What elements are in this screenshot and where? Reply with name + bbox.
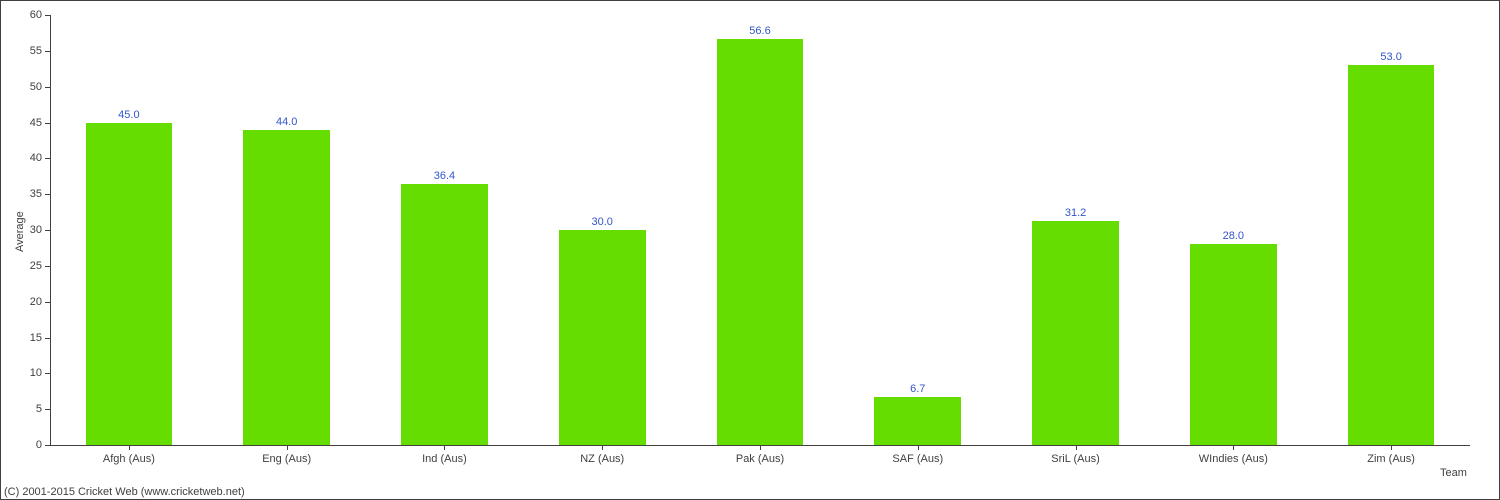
y-tick-label: 20	[22, 296, 42, 308]
y-tick-label: 15	[22, 332, 42, 344]
bar-value-label: 56.6	[749, 25, 770, 37]
bar	[401, 184, 488, 445]
bar-value-label: 45.0	[118, 109, 139, 121]
y-tick	[45, 266, 50, 267]
x-tick	[602, 445, 603, 450]
x-tick-label: Ind (Aus)	[422, 453, 467, 465]
y-tick	[45, 123, 50, 124]
x-tick	[760, 445, 761, 450]
y-tick	[45, 230, 50, 231]
x-tick	[1076, 445, 1077, 450]
y-tick	[45, 194, 50, 195]
chart-container: Average Team (C) 2001-2015 Cricket Web (…	[0, 0, 1500, 500]
x-tick	[129, 445, 130, 450]
copyright-text: (C) 2001-2015 Cricket Web (www.cricketwe…	[4, 486, 245, 498]
y-tick-label: 50	[22, 81, 42, 93]
x-tick	[444, 445, 445, 450]
bar-value-label: 36.4	[434, 170, 455, 182]
y-tick-label: 10	[22, 367, 42, 379]
y-tick-label: 25	[22, 260, 42, 272]
y-tick	[45, 87, 50, 88]
x-tick-label: SriL (Aus)	[1051, 453, 1100, 465]
y-tick-label: 35	[22, 188, 42, 200]
bar-value-label: 31.2	[1065, 207, 1086, 219]
y-tick	[45, 445, 50, 446]
y-axis-line	[50, 15, 51, 445]
y-tick-label: 55	[22, 45, 42, 57]
bar-value-label: 6.7	[910, 383, 925, 395]
x-axis-title: Team	[1440, 467, 1467, 479]
y-tick-label: 5	[22, 403, 42, 415]
bar	[86, 123, 173, 446]
bar-value-label: 44.0	[276, 116, 297, 128]
bar	[1348, 65, 1435, 445]
y-tick-label: 30	[22, 224, 42, 236]
y-tick	[45, 15, 50, 16]
x-tick-label: Zim (Aus)	[1367, 453, 1415, 465]
y-tick-label: 60	[22, 9, 42, 21]
y-tick-label: 0	[22, 439, 42, 451]
bar	[1032, 221, 1119, 445]
y-tick	[45, 373, 50, 374]
x-tick	[1391, 445, 1392, 450]
x-tick-label: Eng (Aus)	[262, 453, 311, 465]
y-tick-label: 45	[22, 117, 42, 129]
y-tick	[45, 158, 50, 159]
x-tick	[287, 445, 288, 450]
y-tick	[45, 51, 50, 52]
x-tick-label: Afgh (Aus)	[103, 453, 155, 465]
x-tick-label: WIndies (Aus)	[1199, 453, 1268, 465]
x-tick-label: NZ (Aus)	[580, 453, 624, 465]
y-tick-label: 40	[22, 152, 42, 164]
y-tick	[45, 338, 50, 339]
y-tick	[45, 302, 50, 303]
bar	[243, 130, 330, 445]
x-tick-label: Pak (Aus)	[736, 453, 784, 465]
bar	[717, 39, 804, 445]
bar-value-label: 53.0	[1380, 51, 1401, 63]
bar	[874, 397, 961, 445]
x-tick-label: SAF (Aus)	[892, 453, 943, 465]
bar	[1190, 244, 1277, 445]
bar	[559, 230, 646, 445]
y-tick	[45, 409, 50, 410]
bar-value-label: 28.0	[1223, 230, 1244, 242]
x-tick	[1233, 445, 1234, 450]
x-tick	[918, 445, 919, 450]
bar-value-label: 30.0	[592, 216, 613, 228]
